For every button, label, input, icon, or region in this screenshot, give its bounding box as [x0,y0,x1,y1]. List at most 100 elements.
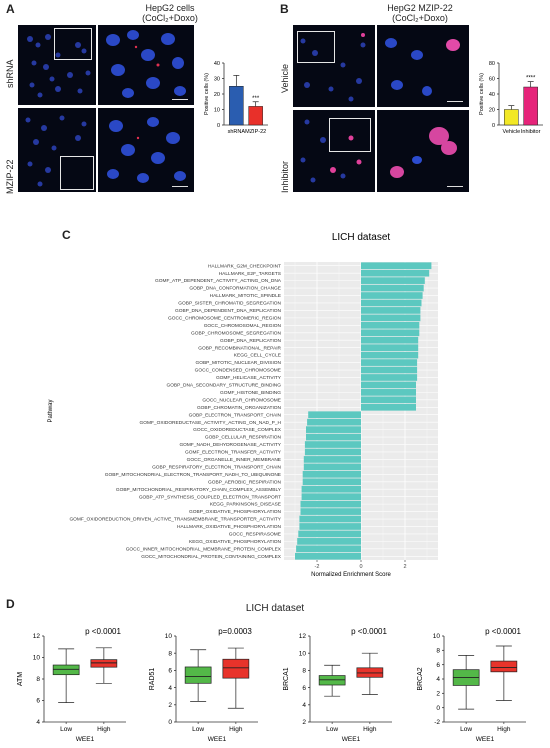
panel-d-plot-brca2-ytick-label: 6 [436,662,440,669]
panel-b-title-line2: (CoCl₂+Doxo) [392,13,448,23]
panel-d-plot-rad51-ytick-label: 0 [168,719,172,726]
panel-c-bar [361,403,416,411]
panel-c-pathway-label: GOBP_AEROBIC_RESPIRATION [208,479,281,485]
row-label-vehicle: Vehicle [280,63,290,93]
panel-c-bar [361,359,418,366]
panel-c-pathway-label: GOBP_RECOMBINATIONAL_REPAIR [198,345,281,351]
panel-c-pathway-label: GOMF_HISTONE_BINDING [220,390,281,396]
row-label-shrna: shRNA [5,59,15,88]
panel-c-pathway-label: GOBP_DNA_REPLICATION [220,338,281,344]
panel-d-plot-brca1-ytick-label: 2 [302,719,306,726]
row-label-inhibitor: Inhibitor [280,160,290,193]
panel-a-ytick-label: 10 [214,108,220,114]
panel-b-ytick-label: 0 [492,123,495,129]
micrograph-vehicle-zoom [377,25,469,107]
panel-c-pathway-label: GOCC_INNER_MITOCHONDRIAL_MEMBRANE_PROTEI… [126,546,282,552]
panel-c-letter: C [62,228,71,242]
panel-d-plot-brca2-ytick-label: 10 [433,633,441,640]
panel-c-pathway-label: HALLMARK_G2M_CHECKPOINT [208,263,281,269]
micrograph-inhibitor-zoom [377,110,469,192]
panel-d-plot-rad51-xlabel: WEE1 [208,736,227,743]
panel-c-bar [361,381,416,389]
panel-a-ytick-label: 0 [217,123,220,129]
panel-c-bar [295,552,361,560]
panel-d-plot-brca2-box [490,660,518,673]
panel-c-pathway-label: GOBP_ELECTRON_TRANSPORT_CHAIN [189,412,282,418]
panel-c-pathway-label: GOBP_SISTER_CHROMATID_SEGREGATION [178,301,281,307]
panel-c-bar [299,523,361,530]
panel-c-pathway-label: GOBP_CELLULAR_RESPIRATION [205,435,282,441]
micrograph-shrna-overview [18,25,96,105]
panel-c-enrichment-chart: LICH dataset HALLMARK_G2M_CHECKPOINT HALLM… [48,232,438,578]
panel-c-pathway-label: GOBP_MITOCHONDRIAL_ELECTRON_TRANSPORT_NA… [105,472,281,478]
panel-c-bar [361,366,418,374]
panel-d-plot-rad51-box [222,658,250,679]
micrograph-inhibitor-overview [293,110,375,192]
panel-d-plot-brca1-ylabel: BRCA1 [283,667,290,690]
panel-c-bar [303,463,361,471]
panel-d-plot-rad51-ylabel: RAD51 [149,668,156,691]
panel-d-letter: D [6,597,15,611]
panel-c-bar [302,478,361,486]
panel-d-plot-brca1-category-label: High [363,726,377,733]
panel-c-bar [361,374,418,381]
panel-d-plot-brca2-category-label: High [497,726,511,733]
panel-b-bar [504,109,519,126]
panel-d-title: LICH dataset [245,603,305,614]
panel-d-plot-brca1-ytick-label: 10 [299,650,307,657]
panel-c-bar [361,277,425,284]
panel-d-plot-rad51-category-label: Low [192,726,204,733]
panel-d-plot-brca1-category-label: Low [326,726,338,733]
panel-c-bar [361,314,421,322]
panel-b-ytick-label: 40 [489,92,495,98]
panel-d-plot-brca1-ytick-label: 6 [302,685,306,692]
micrograph-mzip22-overview [18,108,96,192]
panel-a-bar [248,106,263,126]
panel-c-pathway-label: KEGG_PARKINSONS_DISEASE [210,502,281,508]
panel-c-pathway-label: HALLMARK_OXIDATIVE_PHOSPHORYLATION [177,524,281,530]
micrograph-inhibitor-zoom-cells [390,127,457,178]
micrograph-mzip22-zoom-cells [107,117,186,183]
panel-d-plot-brca2-ytick-label: 2 [436,691,440,698]
panel-c-xtick-label: -2 [315,564,320,570]
panel-c-bar [301,485,361,493]
panel-c-bar [298,530,361,538]
panel-d-plot-atm-ylabel: ATM [17,672,24,686]
panel-a-bar-chart: 0 10 20 30 40 Positive cells (%) shRNA *** MZIP-… [204,61,268,135]
panel-c-bar [361,292,423,299]
panel-d-plot-brca2-ytick-label: 4 [436,676,440,683]
panel-d-plot-brca2-xlabel: WEE1 [476,736,495,743]
panel-b-ylabel: Positive cells (%) [479,73,485,115]
panel-c-xlabel: Normalized Enrichment Score [311,572,391,578]
panel-c-bar [307,418,361,426]
micrograph-shrna-zoom [98,25,194,105]
panel-c-pathway-label: KEGG_OXIDATIVE_PHOSPHORYLATION [189,539,282,545]
panel-a-category-label: shRNA [228,129,246,135]
panel-c-pathway-label: GOBP_RESPIRATORY_ELECTRON_TRANSPORT_CHAI… [152,464,281,470]
panel-c-pathway-label: GOCC_RESPIRASOME [229,532,281,538]
panel-c-bar [361,351,419,359]
panel-c-bar [301,493,361,501]
panel-d-plot-atm-ytick-label: 10 [33,655,41,662]
micrograph-inhibitor-overview-cells [300,119,362,183]
panel-c-bar [361,262,432,270]
panel-a-title-line1: HepG2 cells [145,3,195,13]
panel-c-pathway-label: GOBP_MITOTIC_NUCLEAR_DIVISION [196,360,282,366]
panel-c-bar [361,269,430,277]
panel-d-plot-rad51-ytick-label: 4 [168,685,172,692]
panel-c-pathway-label: GOMF_OXIDOREDUCTASE_ACTIVITY_ACTING_ON_N… [140,420,282,426]
panel-c-pathway-label: GOBP_ATP_SYNTHESIS_COUPLED_ELECTRON_TRAN… [139,494,281,500]
panel-c-pathway-label: GOCC_MITOCHONDRIAL_PROTEIN_CONTAINING_CO… [141,554,282,560]
micrograph-mzip22-overview-cells [25,115,87,187]
panel-c-xtick-label: 2 [403,564,406,570]
panel-c-pathway-label: GOBP_CHROMOSOME_SEGREGATION [191,330,282,336]
panel-d-plot-atm-box [90,659,118,668]
panel-c-pathway-label: GOCC_ORGANELLE_INNER_MEMBRANE [187,457,281,463]
micrograph-shrna-overview-cells [27,34,91,98]
panel-c-title: LICH dataset [332,232,391,243]
panel-a-ytick-label: 40 [214,61,220,67]
panel-c-pathway-label: GOCC_CHROMOSOME_CENTROMERIC_REGION [168,315,282,321]
panel-c-bar [306,426,361,433]
panel-d-plot-rad51-box [184,666,212,684]
